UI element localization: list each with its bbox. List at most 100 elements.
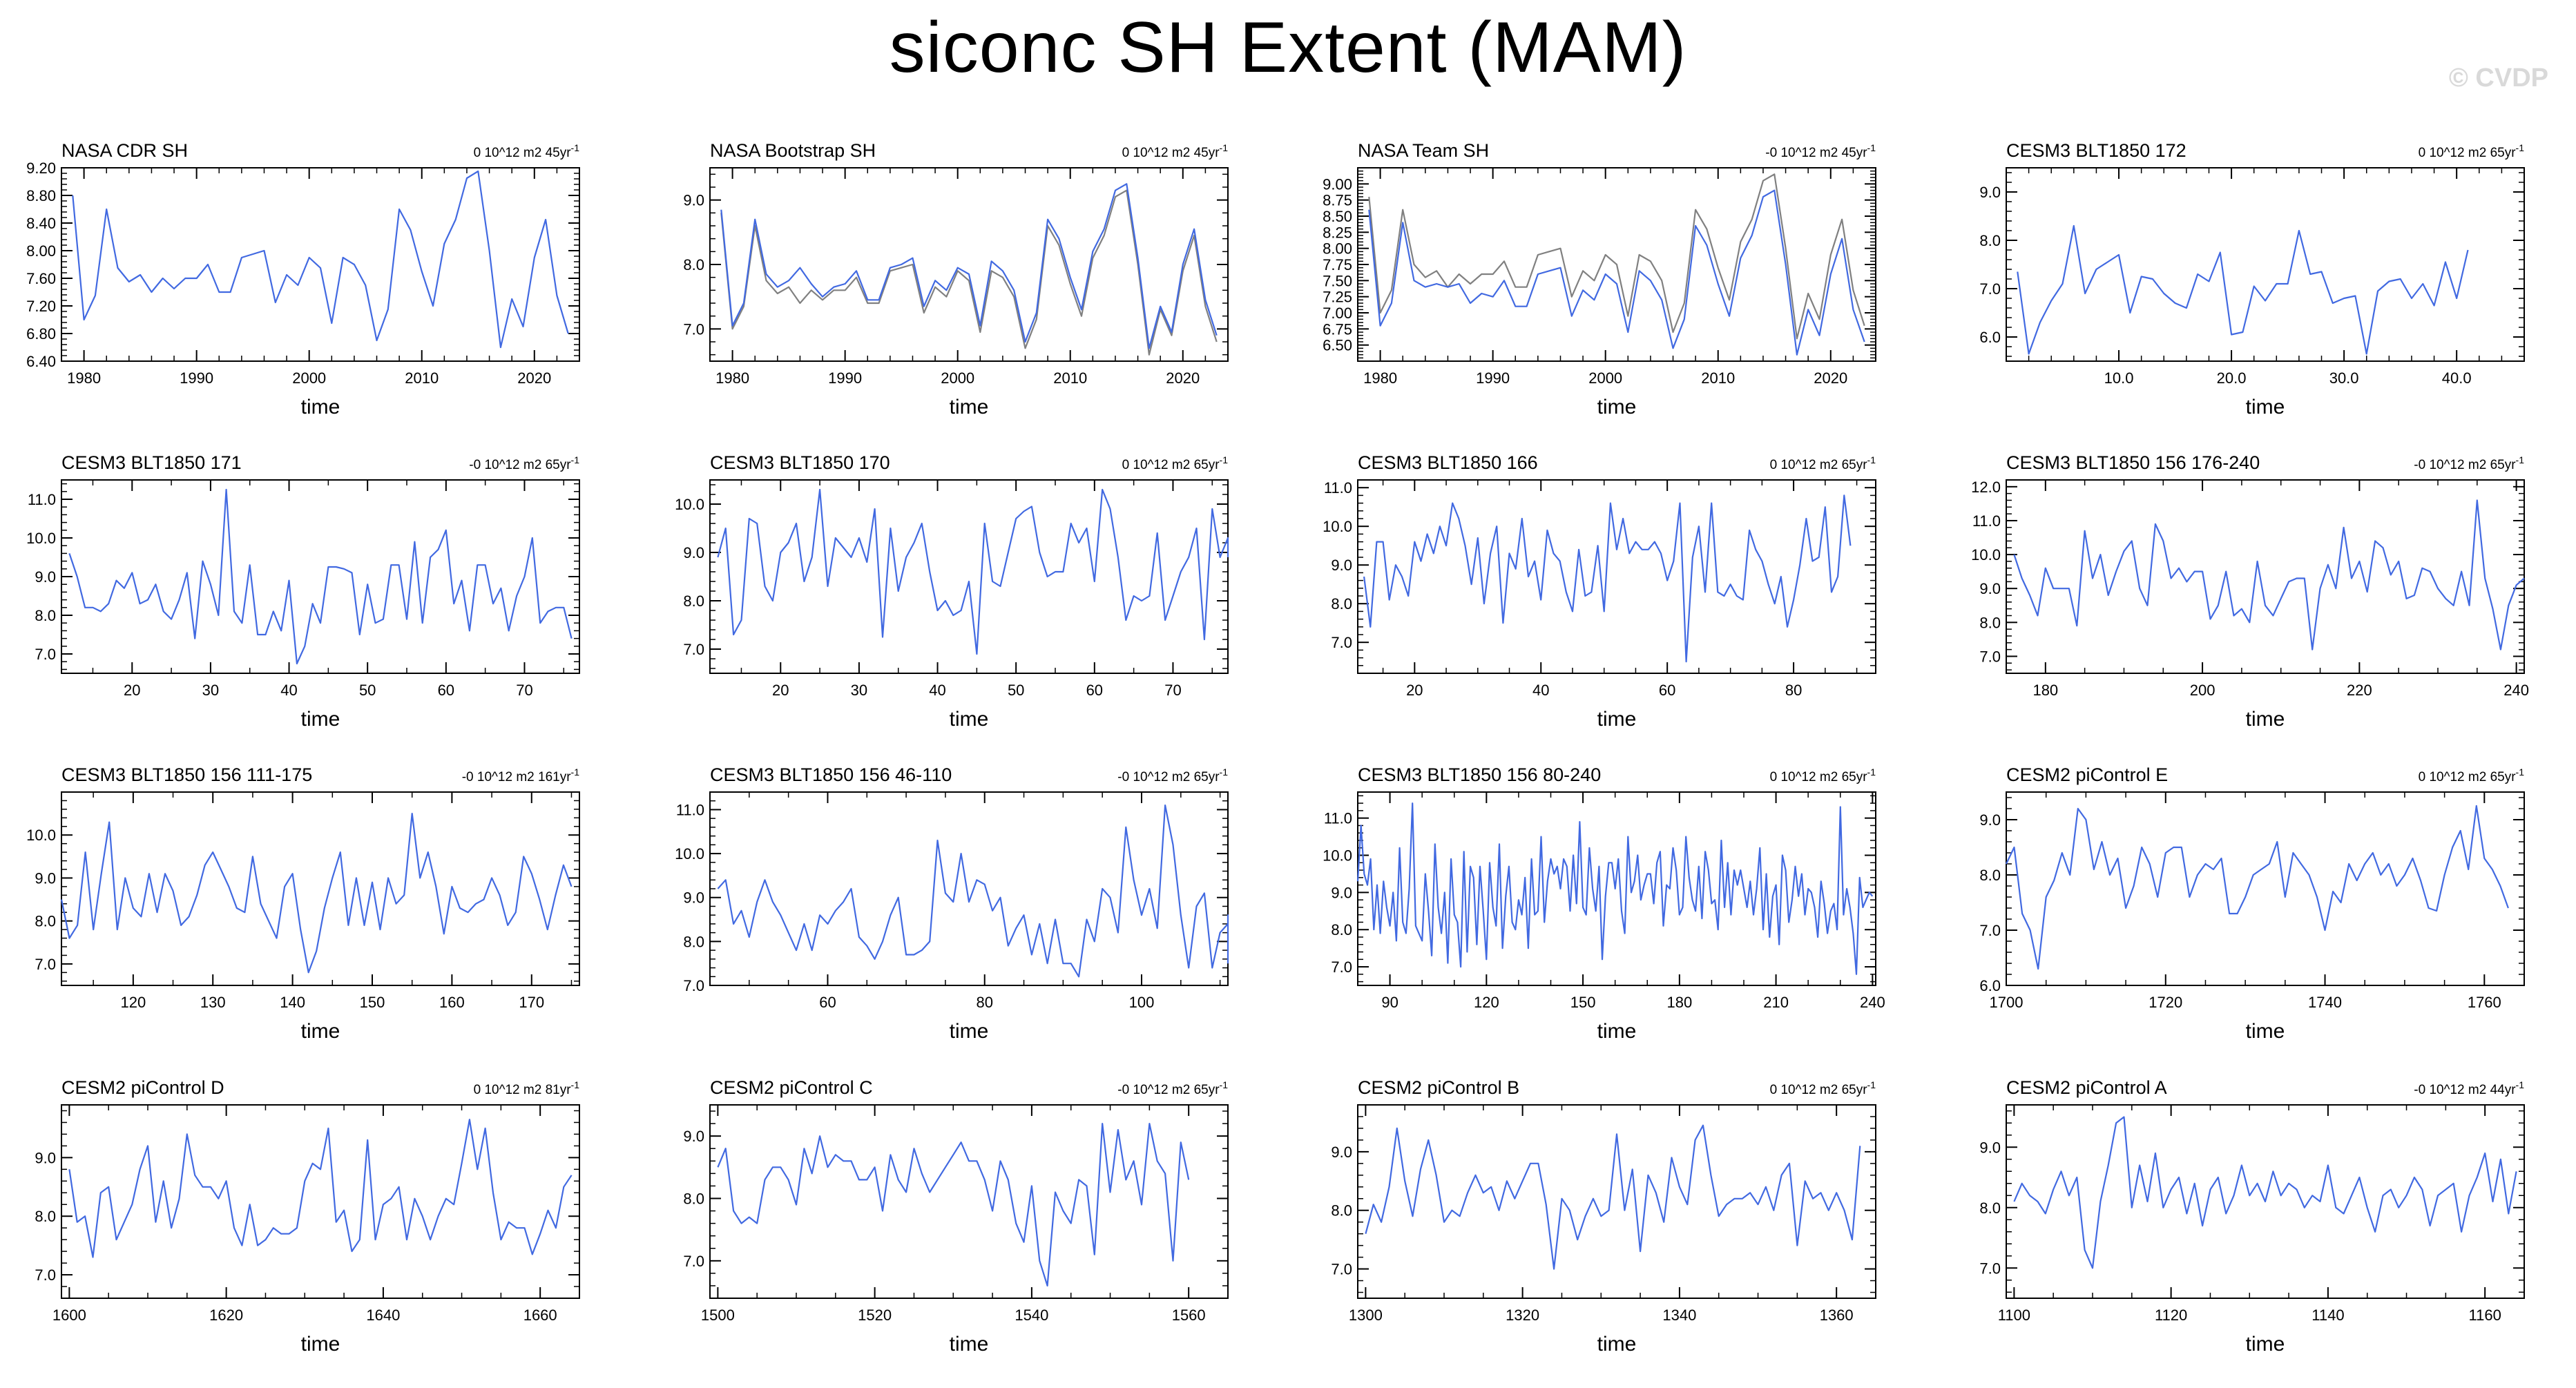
plot-frame (1357, 1104, 1876, 1299)
y-tick-label: 8.80 (26, 187, 56, 204)
series-line (68, 488, 573, 665)
chart-title: CESM3 BLT1850 156 46-110 (710, 764, 952, 785)
series-line (2006, 804, 2509, 970)
x-tick-label: 180 (1666, 994, 1692, 1011)
x-tick-label: 20 (124, 682, 140, 699)
y-tick-label: 9.0 (683, 192, 704, 209)
series-line (72, 170, 569, 349)
x-axis-label: time (2246, 396, 2285, 418)
y-tick-label: 10.0 (1323, 518, 1352, 535)
series-line (717, 488, 1229, 655)
x-tick-label: 1560 (1172, 1307, 1206, 1324)
x-axis-label: time (950, 708, 989, 731)
y-tick-label: 7.20 (26, 298, 56, 315)
plot-frame (61, 791, 580, 986)
y-tick-label: 8.25 (1323, 224, 1352, 241)
x-tick-label: 120 (120, 994, 146, 1011)
chart-title: CESM2 piControl C (710, 1077, 873, 1098)
plot-frame (2006, 479, 2525, 674)
y-tick-label: 7.0 (1331, 958, 1352, 976)
page-title: siconc SH Extent (MAM) (889, 8, 1687, 88)
series-line (1356, 802, 1874, 975)
trend-exponent: -1 (1867, 454, 1876, 465)
series-line (1368, 189, 1865, 356)
chart-title: CESM2 piControl E (2006, 764, 2168, 785)
x-tick-label: 80 (976, 994, 992, 1011)
x-axis-label: time (950, 1333, 989, 1356)
series-line (720, 189, 1218, 356)
trend-exponent: -1 (1867, 142, 1876, 153)
y-tick-label: 9.0 (1979, 580, 2001, 597)
y-tick-label: 10.0 (26, 530, 56, 547)
trend-label: 0 10^12 m2 65yr-1 (1122, 454, 1229, 472)
trend-exponent: -1 (571, 767, 580, 778)
y-tick-label: 8.0 (35, 913, 56, 930)
x-tick-label: 2020 (1814, 369, 1847, 387)
y-tick-label: 7.0 (1331, 634, 1352, 651)
chart-title: CESM2 piControl D (61, 1077, 224, 1098)
y-tick-label: 7.0 (1979, 280, 2001, 298)
x-tick-label: 1990 (1476, 369, 1510, 387)
chart-panel: CESM2 piControl B 0 10^12 m2 65yr-1 1300 13… (1331, 1077, 1876, 1356)
plot-frame (1357, 479, 1876, 674)
chart-title: CESM2 piControl A (2006, 1077, 2167, 1098)
y-tick-label: 8.0 (1331, 1202, 1352, 1220)
x-tick-label: 1720 (2149, 994, 2182, 1011)
y-tick-label: 10.0 (1971, 546, 2001, 563)
trend-exponent: -1 (1867, 767, 1876, 778)
x-tick-label: 30 (202, 682, 219, 699)
plot-frame (61, 1104, 580, 1299)
x-tick-label: 60 (819, 994, 836, 1011)
x-axis-label: time (301, 708, 340, 731)
y-tick-label: 11.0 (1972, 512, 2001, 530)
y-tick-label: 8.0 (1979, 867, 2001, 884)
chart-panel: CESM3 BLT1850 156 111-175 -0 10^12 m2 161… (26, 764, 580, 1043)
chart-title: NASA Bootstrap SH (710, 140, 876, 161)
trend-label: -0 10^12 m2 65yr-1 (1117, 767, 1228, 784)
x-tick-label: 2020 (517, 369, 551, 387)
x-tick-label: 1500 (701, 1307, 735, 1324)
chart-title: CESM3 BLT1850 170 (710, 452, 890, 473)
y-tick-label: 8.75 (1323, 192, 1352, 209)
y-tick-label: 10.0 (675, 845, 704, 862)
y-tick-label: 8.0 (1979, 1199, 2001, 1217)
trend-exponent: -1 (2516, 454, 2525, 465)
chart-panel: CESM3 BLT1850 156 176-240 -0 10^12 m2 65y… (1971, 452, 2529, 731)
x-tick-label: 1980 (715, 369, 749, 387)
chart-panel: CESM3 BLT1850 172 0 10^12 m2 65yr-1 10.0 20… (1979, 140, 2525, 418)
y-tick-label: 6.0 (1979, 977, 2001, 994)
y-tick-label: 8.0 (1331, 921, 1352, 938)
chart-panel: CESM3 BLT1850 156 46-110 -0 10^12 m2 65yr… (675, 764, 1229, 1043)
plot-frame (709, 167, 1229, 362)
plot-frame (709, 479, 1229, 674)
y-tick-label: 10.0 (26, 827, 56, 844)
x-tick-label: 40 (1532, 682, 1549, 699)
x-tick-label: 20 (772, 682, 789, 699)
trend-label: -0 10^12 m2 45yr-1 (1765, 142, 1876, 160)
x-axis-label: time (1597, 1333, 1637, 1356)
y-tick-label: 8.0 (1979, 232, 2001, 249)
series-line (1368, 173, 1865, 340)
x-tick-label: 1990 (180, 369, 213, 387)
x-tick-label: 70 (516, 682, 532, 699)
x-axis-label: time (1597, 708, 1637, 731)
y-tick-label: 7.0 (1979, 648, 2001, 665)
y-tick-label: 8.0 (35, 607, 56, 624)
trend-label: 0 10^12 m2 81yr-1 (474, 1079, 580, 1097)
trend-label: 0 10^12 m2 45yr-1 (1122, 142, 1229, 160)
chart-title: NASA CDR SH (61, 140, 188, 161)
x-tick-label: 1160 (2469, 1307, 2501, 1324)
x-tick-label: 90 (1381, 994, 1398, 1011)
x-tick-label: 80 (1785, 682, 1802, 699)
y-tick-label: 8.0 (1331, 595, 1352, 613)
y-tick-label: 9.0 (1979, 184, 2001, 201)
x-tick-label: 1980 (67, 369, 101, 387)
x-tick-label: 1340 (1662, 1307, 1696, 1324)
y-tick-label: 8.40 (26, 215, 56, 232)
plot-frame (2006, 167, 2525, 362)
y-tick-label: 8.00 (26, 242, 56, 260)
x-tick-label: 10.0 (2104, 369, 2134, 387)
plot-frame (1357, 791, 1876, 986)
chart-panel: CESM3 BLT1850 156 80-240 0 10^12 m2 65yr-… (1323, 764, 1885, 1043)
x-tick-label: 1100 (1998, 1307, 2030, 1324)
